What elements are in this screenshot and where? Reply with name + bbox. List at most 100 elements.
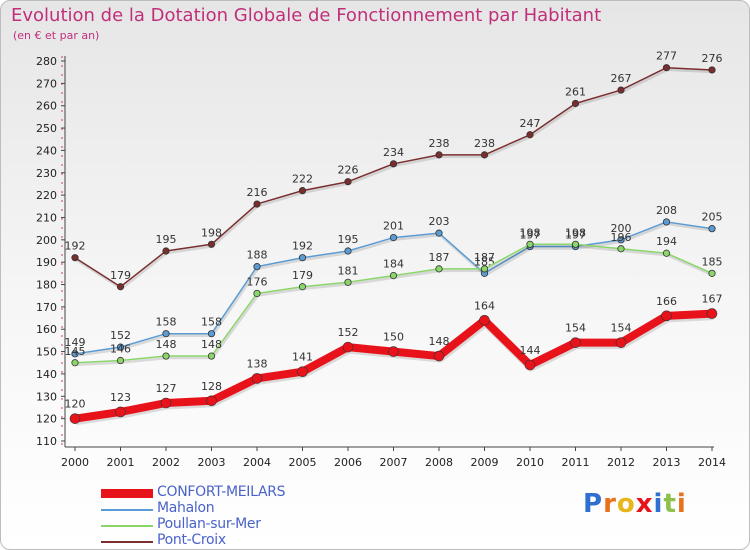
data-point-pont-croix [116, 283, 125, 291]
data-point-confort-meilars [342, 341, 354, 353]
data-label-mahalon: 185 [474, 255, 495, 268]
data-label-confort-meilars: 120 [65, 398, 86, 411]
x-tick-label: 2000 [61, 456, 89, 469]
data-label-poullan-sur-mer: 148 [156, 338, 177, 351]
x-tick-label: 2009 [471, 456, 499, 469]
x-tick-label: 2007 [380, 456, 408, 469]
data-point-confort-meilars [115, 406, 126, 418]
data-label-mahalon: 149 [65, 336, 86, 349]
data-point-poullan-sur-mer [571, 240, 580, 248]
data-point-poullan-sur-mer [162, 352, 170, 360]
data-point-confort-meilars [524, 359, 536, 371]
data-label-pont-croix: 198 [201, 226, 222, 239]
y-tick-label: 160 [36, 323, 57, 336]
x-tick-label: 2003 [198, 456, 226, 469]
data-label-poullan-sur-mer: 148 [201, 338, 222, 351]
data-label-confort-meilars: 154 [611, 322, 632, 335]
data-point-pont-croix [253, 200, 261, 208]
data-point-poullan-sur-mer [389, 271, 398, 280]
data-label-confort-meilars: 144 [520, 344, 541, 357]
x-tick-label: 2011 [562, 456, 590, 469]
data-point-mahalon [253, 263, 261, 271]
data-label-poullan-sur-mer: 198 [565, 226, 586, 239]
data-point-confort-meilars [615, 337, 627, 348]
data-label-pont-croix: 179 [110, 269, 131, 282]
data-label-mahalon: 208 [656, 204, 677, 217]
y-tick-label: 120 [36, 413, 57, 426]
data-point-poullan-sur-mer [71, 359, 79, 367]
legend-label-poullan-sur-mer: Poullan-sur-Mer [157, 516, 261, 532]
legend-label-confort-meilars: CONFORT-MEILARS [157, 484, 286, 500]
data-label-mahalon: 158 [156, 316, 177, 329]
data-point-poullan-sur-mer [617, 245, 625, 253]
data-label-confort-meilars: 166 [656, 295, 677, 308]
data-point-mahalon [298, 254, 307, 262]
data-point-pont-croix [480, 151, 489, 159]
data-point-pont-croix [389, 160, 398, 168]
data-point-pont-croix [344, 178, 352, 186]
x-tick-label: 2002 [152, 456, 180, 469]
y-tick-label: 110 [36, 435, 57, 448]
data-label-poullan-sur-mer: 194 [656, 235, 677, 248]
y-tick-label: 280 [36, 55, 57, 68]
data-label-pont-croix: 226 [338, 164, 359, 177]
data-label-pont-croix: 267 [611, 72, 632, 85]
data-label-pont-croix: 238 [474, 137, 495, 150]
legend-item-confort-meilars: CONFORT-MEILARS [101, 484, 361, 502]
data-point-confort-meilars [297, 366, 308, 378]
data-point-mahalon [389, 233, 398, 242]
data-label-pont-croix: 238 [429, 137, 450, 150]
data-point-pont-croix [526, 131, 534, 139]
data-label-pont-croix: 277 [656, 50, 677, 63]
y-tick-label: 180 [36, 279, 57, 292]
data-label-poullan-sur-mer: 196 [611, 231, 632, 244]
legend-label-mahalon: Mahalon [157, 500, 215, 516]
data-point-confort-meilars [661, 310, 672, 322]
data-label-confort-meilars: 148 [429, 335, 450, 348]
legend: CONFORT-MEILARS Mahalon Poullan-sur-Mer … [101, 484, 361, 549]
x-tick-label: 2013 [653, 456, 681, 469]
data-point-confort-meilars [433, 350, 445, 362]
legend-item-poullan-sur-mer: Poullan-sur-Mer [101, 516, 361, 534]
data-point-mahalon [162, 330, 170, 338]
x-tick-label: 2012 [607, 456, 635, 469]
y-tick-label: 170 [36, 301, 57, 314]
chart-subtitle: (en € et par an) [13, 29, 100, 42]
data-point-confort-meilars [206, 395, 217, 407]
data-label-mahalon: 158 [201, 316, 222, 329]
data-point-mahalon [435, 229, 443, 237]
data-label-pont-croix: 216 [247, 186, 268, 199]
data-label-pont-croix: 192 [65, 240, 86, 253]
legend-item-mahalon: Mahalon [101, 500, 361, 518]
data-label-confort-meilars: 164 [474, 299, 495, 312]
data-point-poullan-sur-mer [662, 249, 671, 257]
data-point-pont-croix [708, 66, 716, 74]
data-point-pont-croix [662, 64, 671, 72]
data-point-confort-meilars [69, 413, 81, 424]
data-label-poullan-sur-mer: 187 [474, 251, 495, 264]
data-label-poullan-sur-mer: 187 [429, 251, 450, 264]
data-point-poullan-sur-mer [253, 289, 261, 298]
data-point-poullan-sur-mer [708, 269, 716, 277]
legend-swatch-mahalon [101, 509, 153, 511]
data-point-pont-croix [617, 86, 625, 94]
legend-label-pont-croix: Pont-Croix [157, 532, 226, 548]
data-point-poullan-sur-mer [207, 352, 216, 360]
data-label-pont-croix: 222 [292, 173, 313, 186]
data-point-poullan-sur-mer [116, 356, 125, 365]
data-label-pont-croix: 195 [156, 233, 177, 246]
data-point-poullan-sur-mer [298, 283, 307, 291]
data-point-pont-croix [71, 254, 79, 262]
y-tick-label: 200 [36, 234, 57, 247]
data-label-pont-croix: 247 [520, 117, 541, 130]
data-label-mahalon: 205 [702, 211, 723, 224]
data-point-poullan-sur-mer [344, 278, 352, 286]
y-tick-label: 190 [36, 256, 57, 269]
y-tick-label: 250 [36, 122, 57, 135]
data-label-mahalon: 195 [338, 233, 359, 246]
data-label-mahalon: 201 [383, 220, 404, 233]
data-label-confort-meilars: 128 [201, 380, 222, 393]
x-tick-label: 2006 [334, 456, 362, 469]
data-point-poullan-sur-mer [435, 265, 443, 273]
